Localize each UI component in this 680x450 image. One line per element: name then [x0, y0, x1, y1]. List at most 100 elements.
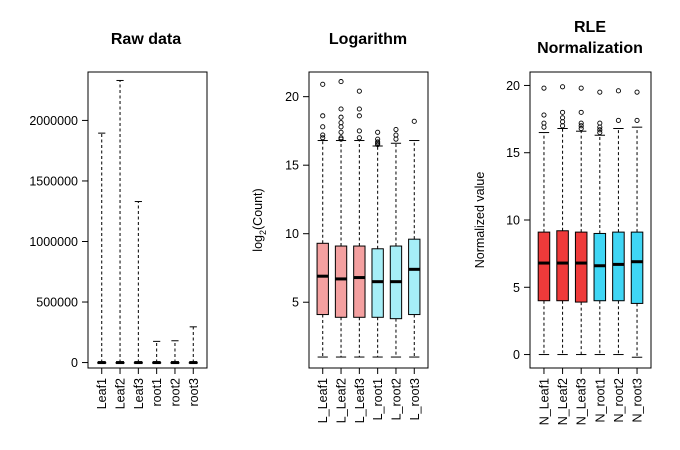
- outlier-point: [634, 117, 640, 123]
- outlier-point: [597, 89, 603, 95]
- y-tick-label: 10: [506, 214, 520, 228]
- panel-title-raw: Raw data: [111, 31, 181, 48]
- outlier-point: [560, 84, 566, 90]
- x-tick-label: root1: [150, 378, 164, 407]
- outlier-point: [578, 109, 584, 115]
- plot-frame-raw: [87, 71, 208, 369]
- panel-raw: Raw data 0 500000 1000000 1500000 2000000 Lea…: [29, 31, 208, 409]
- outlier-point: [338, 124, 344, 130]
- x-tick-label: root2: [168, 378, 182, 407]
- x-tick-label: root3: [187, 378, 201, 407]
- outlier-point: [393, 132, 399, 138]
- outlier-point: [541, 120, 547, 126]
- x-tick-label: Leaf2: [114, 378, 128, 409]
- box: [630, 231, 644, 304]
- y-tick-label: 20: [506, 79, 520, 93]
- outlier-point: [578, 125, 584, 132]
- outlier-point: [597, 124, 603, 130]
- box: [316, 242, 329, 316]
- plot-marks-log: 5 10 15 20 L_Leaf1 L_Leaf2 L_Leaf3 L_root1 L_roo…: [285, 79, 422, 423]
- y-tick-label: 15: [506, 146, 520, 160]
- outlier-point: [393, 127, 399, 133]
- plot-marks-rle: 0 5 10 15 20 N_Leaf1 N_Leaf2 N_Leaf3 N_root1 N_ro…: [506, 79, 644, 425]
- panel-rle: RLE Normalization Normalized value 0 5 10 1…: [473, 19, 652, 425]
- y-tick-label: 1000000: [29, 235, 78, 249]
- outlier-point: [338, 106, 344, 112]
- panel-title-rle-line2: Normalization: [537, 40, 643, 57]
- outlier-point: [375, 136, 381, 142]
- box: [334, 245, 348, 318]
- x-tick-label: L_root2: [389, 378, 403, 420]
- x-tick-label: Leaf3: [132, 378, 146, 409]
- y-tick-label: 1500000: [29, 174, 78, 188]
- outlier-point: [320, 124, 326, 130]
- outlier-point: [338, 129, 344, 135]
- outlier-point: [597, 120, 603, 126]
- outlier-point: [320, 132, 326, 138]
- box: [537, 231, 551, 302]
- x-tick-label: Leaf1: [95, 378, 109, 409]
- outlier-point: [615, 117, 621, 123]
- outlier-point: [320, 135, 326, 141]
- outlier-point: [393, 136, 399, 142]
- box: [556, 230, 569, 302]
- x-tick-label: N_root2: [612, 378, 626, 423]
- outlier-point: [541, 112, 547, 118]
- outlier-point: [597, 129, 603, 136]
- x-tick-label: N_root3: [631, 378, 645, 423]
- x-tick-label: L_Leaf1: [316, 378, 330, 423]
- y-axis-label-rle: Normalized value: [473, 172, 487, 269]
- plot-marks-raw: 0 500000 1000000 1500000 2000000 Leaf1 Leaf2 Le…: [29, 79, 201, 409]
- y-tick-label: 0: [513, 348, 520, 362]
- panel-title-log: Logarithm: [329, 31, 407, 48]
- outlier-point: [338, 135, 344, 141]
- y-tick-label: 20: [285, 90, 299, 104]
- outlier-point: [560, 109, 566, 115]
- outlier-point: [338, 120, 344, 126]
- outlier-point: [411, 118, 417, 124]
- outlier-point: [615, 88, 621, 94]
- outlier-point: [375, 129, 381, 135]
- outlier-point: [375, 139, 381, 145]
- x-tick-label: L_root1: [371, 378, 385, 420]
- outlier-point: [634, 89, 640, 95]
- x-tick-label: N_root1: [593, 378, 607, 423]
- outlier-point: [356, 135, 362, 141]
- x-tick-label: L_Leaf3: [353, 378, 367, 423]
- y-tick-label: 0: [71, 356, 78, 370]
- outlier-point: [578, 85, 584, 91]
- outlier-point: [578, 120, 584, 126]
- x-tick-label: N_Leaf1: [537, 378, 551, 425]
- outlier-point: [560, 123, 566, 129]
- outlier-point: [356, 128, 362, 134]
- x-tick-label: L_root3: [408, 378, 422, 420]
- y-tick-label: 15: [285, 159, 299, 173]
- outlier-point: [541, 124, 547, 130]
- y-tick-label: 2000000: [29, 114, 78, 128]
- outlier-point: [338, 79, 344, 85]
- y-tick-label: 5: [513, 281, 520, 295]
- outlier-point: [356, 106, 362, 112]
- box: [353, 245, 366, 318]
- outlier-point: [320, 113, 326, 119]
- x-tick-label: N_Leaf2: [556, 378, 570, 425]
- y-tick-label: 10: [285, 227, 299, 241]
- outlier-point: [338, 114, 344, 120]
- outlier-point: [560, 115, 566, 121]
- outlier-point: [320, 81, 326, 87]
- outlier-point: [356, 88, 362, 94]
- outlier-point: [356, 113, 362, 119]
- x-tick-label: N_Leaf3: [575, 378, 589, 425]
- y-tick-label: 5: [292, 296, 299, 310]
- outlier-point: [541, 85, 547, 91]
- outlier-point: [597, 127, 603, 133]
- outlier-point: [578, 123, 584, 129]
- box: [612, 231, 625, 302]
- box: [408, 238, 421, 316]
- plot-frame-rle: [529, 71, 652, 369]
- outlier-point: [560, 119, 566, 125]
- y-axis-label-log: log2(Count): [251, 188, 268, 251]
- y-tick-label: 500000: [36, 296, 78, 310]
- x-tick-label: L_Leaf2: [335, 378, 349, 423]
